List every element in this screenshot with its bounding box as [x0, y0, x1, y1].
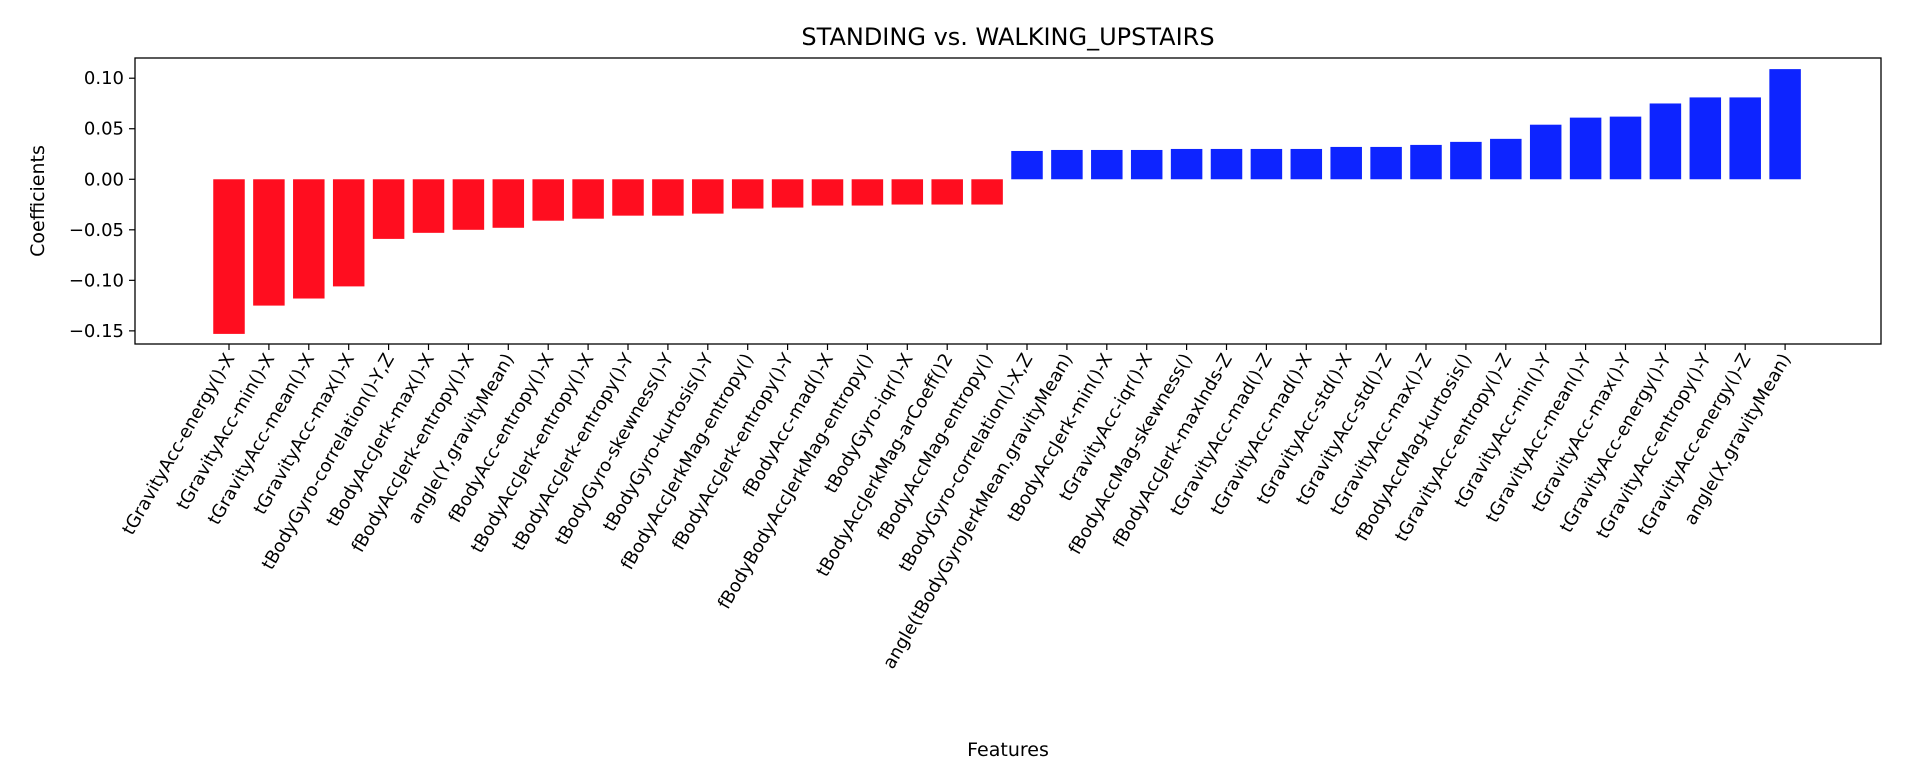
bar-fbodyaccjerk-entropy-y	[771, 179, 804, 208]
y-tick-label: −0.10	[69, 270, 124, 291]
bar-tgravityacc-iqr-x	[1130, 149, 1163, 180]
bar-tbodyaccjerk-entropy-x	[572, 179, 604, 219]
bar-tgravityacc-max-z	[1410, 144, 1442, 180]
y-axis: 0.10 0.05 0.00 −0.05 −0.10 −0.15	[69, 68, 135, 342]
bar-tbodygyro-skewness-y	[652, 179, 684, 216]
bar-tbodyaccjerk-entropy-y	[612, 179, 644, 216]
bar-fbodyaccmag-skewness	[1170, 148, 1203, 180]
bar-tgravityacc-std-z	[1370, 146, 1402, 180]
y-tick-label: 0.10	[84, 68, 124, 89]
bar-tbodyaccjerkmag-arcoeff-2	[931, 179, 963, 205]
bar-tgravityacc-mad-z	[1250, 148, 1283, 180]
chart-title: STANDING vs. WALKING_UPSTAIRS	[801, 23, 1214, 51]
bar-angle-tbodygyrojerkmean-gravitymean	[1051, 149, 1083, 180]
y-tick-label: 0.00	[84, 169, 124, 190]
bar-fbodybodyaccjerkmag-entropy	[851, 179, 884, 206]
y-axis-label: Coefficients	[27, 145, 49, 257]
y-tick-label: −0.05	[69, 220, 124, 241]
bar-tgravityacc-energy-y	[1649, 103, 1682, 180]
bar-tgravityacc-min-y	[1529, 124, 1562, 180]
bar-tgravityacc-mad-x	[1290, 148, 1323, 180]
bar-tbodyaccjerk-min-x	[1091, 149, 1123, 180]
bar-tbodygyro-correlation-y-z	[372, 179, 405, 239]
bar-tgravityacc-mean-y	[1569, 117, 1602, 180]
bar-tbodygyro-correlation-x-z	[1011, 150, 1043, 180]
y-tick-label: −0.15	[69, 321, 124, 342]
x-axis: tGravityAcc-energy()-XtGravityAcc-min()-…	[118, 344, 1795, 673]
bar-fbodyaccjerk-entropy-x	[452, 179, 485, 230]
bar-fbodyaccmag-entropy	[971, 179, 1003, 205]
bar-tgravityacc-mean-x	[293, 179, 325, 299]
y-tick-label: 0.05	[84, 119, 124, 140]
bar-fbodyacc-entropy-x	[532, 179, 564, 221]
bar-fbodyaccjerk-maxinds-z	[1210, 148, 1243, 180]
bar-angle-y-gravitymean	[492, 179, 525, 228]
bar-angle-x-gravitymean	[1769, 69, 1801, 180]
bar-tbodyaccjerk-max-x	[412, 179, 445, 233]
bar-tgravityacc-std-x	[1330, 146, 1362, 180]
bar-tgravityacc-entropy-y	[1689, 97, 1722, 180]
bars-group	[213, 69, 1801, 334]
bar-tgravityacc-energy-x	[213, 179, 245, 334]
x-axis-label: Features	[967, 739, 1049, 761]
bar-tbodygyro-iqr-x	[891, 179, 924, 205]
plot-area-frame	[134, 57, 1882, 345]
bar-tbodygyro-kurtosis-y	[692, 179, 724, 214]
bar-tgravityacc-min-x	[253, 179, 285, 306]
bar-fbodyacc-mad-x	[811, 179, 844, 206]
bar-tgravityacc-entropy-z	[1490, 138, 1522, 180]
bar-fbodyaccmag-kurtosis	[1450, 141, 1482, 180]
bar-tgravityacc-max-y	[1609, 116, 1642, 180]
bar-fbodyaccjerkmag-entropy	[731, 179, 764, 209]
bar-tgravityacc-energy-z	[1729, 97, 1761, 180]
bar-tgravityacc-max-x	[332, 179, 365, 287]
